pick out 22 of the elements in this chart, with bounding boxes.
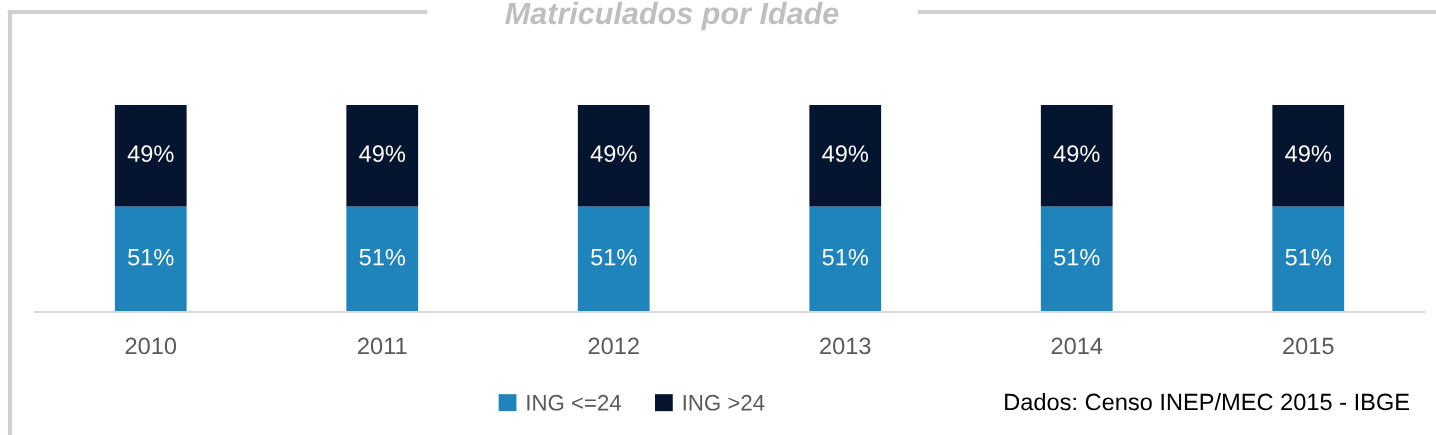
data-label: 49% [590,145,637,163]
legend-label: ING <=24 [527,394,622,411]
data-label: 51% [822,248,869,266]
x-tick-label: 2011 [358,337,407,355]
data-label: 51% [591,248,637,266]
x-tick-label: 2012 [588,337,639,355]
data-label: 49% [359,145,406,163]
data-label: 49% [127,145,174,163]
x-tick-label: 2015 [1283,337,1334,355]
data-label: 51% [1054,248,1100,266]
chart-title: Matriculados por Idade [505,1,839,31]
legend-label: ING >24 [683,394,765,411]
text: Dados: Censo INEP/MEC 2015 - IBGE [1005,392,1409,411]
x-tick-label: 2014 [1051,337,1103,355]
data-label: 49% [1285,145,1332,163]
x-tick-label: 2013 [820,337,871,355]
data-label: 51% [1285,248,1332,266]
data-label: 51% [128,248,174,266]
data-label: 49% [1053,145,1100,163]
data-label: 51% [359,248,406,266]
data-label: 49% [822,145,869,163]
x-tick-label: 2010 [125,337,177,355]
